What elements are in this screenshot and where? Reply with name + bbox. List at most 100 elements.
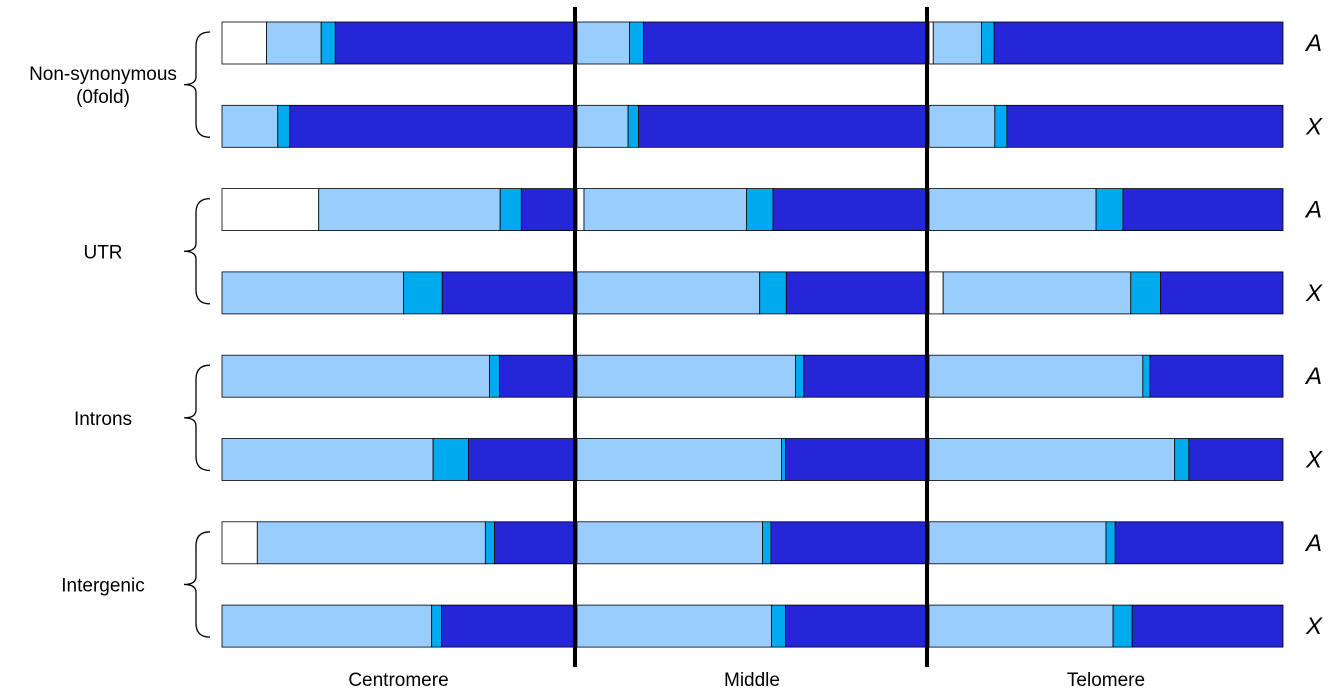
bar-segment-3-X-centromere-4	[467, 438, 576, 481]
bar-segment-4-X-centromere-3	[431, 604, 442, 648]
bar-segment-2-X-centromere-2	[221, 271, 404, 315]
braces-layer	[183, 31, 211, 638]
group-label-1: Non-synonymous (0fold)	[29, 64, 177, 108]
bar-segment-2-X-centromere-4	[441, 271, 576, 315]
group-label-line: Introns	[74, 409, 132, 430]
bar-segment-1-A-centromere-2	[266, 21, 322, 65]
bar-segment-3-A-centromere-2	[221, 354, 490, 398]
bar-segment-1-A-telomere-4	[993, 21, 1284, 65]
bar-segment-3-X-middle-3	[781, 438, 787, 481]
group-label-4: Intergenic	[61, 575, 144, 596]
bar-segment-4-A-middle-2	[576, 521, 763, 565]
bar-segment-2-X-middle-4	[785, 271, 928, 315]
group-label-line: Non-synonymous	[29, 64, 177, 85]
bar-segment-4-A-centromere-1	[221, 521, 258, 565]
bar-segment-3-A-middle-2	[576, 354, 796, 398]
bar-segment-4-A-centromere-3	[484, 521, 495, 565]
bar-segment-1-A-middle-4	[643, 21, 928, 65]
bar-segment-3-A-centromere-3	[489, 354, 500, 398]
bar-segment-3-A-telomere-2	[928, 354, 1144, 398]
bar-segment-3-A-telomere-3	[1142, 354, 1151, 398]
row-label-x: X	[1305, 613, 1323, 640]
bar-segment-2-A-middle-2	[583, 188, 747, 232]
dividers-layer	[573, 7, 929, 667]
bar-segment-3-A-middle-3	[795, 354, 805, 398]
bar-segment-1-X-middle-2	[576, 104, 629, 148]
bar-segment-2-A-centromere-4	[520, 188, 576, 232]
bar-segment-1-X-middle-4	[638, 104, 928, 148]
row-label-a: A	[1304, 530, 1322, 557]
bar-segment-4-X-telomere-3	[1112, 604, 1133, 648]
bar-segment-3-X-telomere-3	[1174, 438, 1190, 481]
bar-segment-2-X-centromere-3	[403, 271, 443, 315]
bar-segment-2-A-telomere-3	[1095, 188, 1124, 232]
row-label-x: X	[1305, 280, 1323, 307]
region-label-centromere: Centromere	[348, 670, 448, 691]
bar-segment-2-X-middle-3	[759, 271, 787, 315]
bar-segment-1-X-centromere-2	[221, 104, 279, 148]
bar-segment-4-X-middle-2	[576, 604, 773, 648]
bar-segment-4-A-middle-4	[770, 521, 928, 565]
bar-segment-2-A-telomere-4	[1122, 188, 1284, 232]
group-brace-3	[183, 364, 211, 472]
bar-segment-1-A-middle-3	[629, 21, 644, 65]
bar-segment-3-X-centromere-3	[432, 438, 469, 481]
group-brace-1	[183, 31, 211, 138]
bar-segment-1-X-telomere-3	[994, 104, 1008, 148]
bar-segment-2-A-telomere-2	[928, 188, 1097, 232]
bar-segment-3-X-centromere-2	[221, 438, 434, 481]
row-label-a: A	[1304, 30, 1322, 57]
group-label-line: Intergenic	[61, 575, 144, 596]
bar-segment-4-X-telomere-4	[1131, 604, 1284, 648]
bar-segment-4-A-telomere-2	[928, 521, 1107, 565]
bar-segment-4-X-centromere-2	[221, 604, 433, 648]
bar-segment-2-X-telomere-4	[1160, 271, 1284, 315]
bar-segment-1-A-centromere-1	[221, 21, 267, 65]
bar-segment-4-X-middle-3	[771, 604, 786, 648]
bar-segment-2-X-middle-2	[576, 271, 761, 315]
bar-segment-2-A-middle-4	[772, 188, 928, 232]
bar-segment-3-X-telomere-2	[928, 438, 1176, 481]
bar-segment-2-A-centromere-2	[318, 188, 501, 232]
bar-segment-1-X-telomere-2	[928, 104, 996, 148]
bar-segment-2-A-middle-1	[576, 188, 585, 232]
region-label-telomere: Telomere	[1067, 670, 1145, 691]
bar-segment-2-X-telomere-1	[928, 271, 944, 315]
bar-segment-4-A-telomere-3	[1105, 521, 1116, 565]
bar-segment-3-X-telomere-4	[1188, 438, 1284, 481]
bar-segment-3-X-middle-2	[576, 438, 782, 481]
region-label-middle: Middle	[724, 670, 780, 691]
bar-segment-4-X-centromere-4	[441, 604, 576, 648]
row-label-x: X	[1305, 447, 1323, 474]
bar-segment-1-A-middle-2	[576, 21, 630, 65]
group-brace-2	[183, 197, 211, 305]
group-label-line: UTR	[83, 242, 122, 263]
bar-segment-1-X-centromere-4	[289, 104, 576, 148]
group-label-3: Introns	[74, 409, 132, 430]
bars-layer	[221, 21, 1284, 648]
group-label-line: (0fold)	[76, 87, 130, 108]
bar-segment-1-A-centromere-3	[320, 21, 336, 65]
bar-segment-3-A-middle-4	[803, 354, 928, 398]
bar-segment-1-A-telomere-1	[928, 21, 934, 65]
bar-segment-1-X-centromere-3	[277, 104, 291, 148]
bar-segment-1-A-telomere-2	[932, 21, 982, 65]
bar-segment-3-A-telomere-4	[1149, 354, 1284, 398]
bar-segment-1-X-middle-3	[627, 104, 639, 148]
bar-segment-4-A-centromere-4	[494, 521, 576, 565]
row-label-a: A	[1304, 197, 1322, 224]
bar-segment-4-A-centromere-2	[256, 521, 486, 565]
bar-segment-2-X-telomere-2	[942, 271, 1132, 315]
group-brace-4	[183, 531, 211, 638]
bar-segment-2-X-telomere-3	[1130, 271, 1161, 315]
bar-segment-4-X-telomere-2	[928, 604, 1114, 648]
bar-segment-2-A-centromere-1	[221, 188, 320, 232]
bar-segment-2-A-centromere-3	[499, 188, 522, 232]
row-label-x: X	[1305, 113, 1323, 140]
bar-segment-2-A-middle-3	[746, 188, 774, 232]
bar-segment-4-A-middle-3	[762, 521, 772, 565]
row-label-a: A	[1304, 363, 1322, 390]
group-label-2: UTR	[83, 242, 122, 263]
bar-segment-4-X-middle-4	[785, 604, 928, 648]
